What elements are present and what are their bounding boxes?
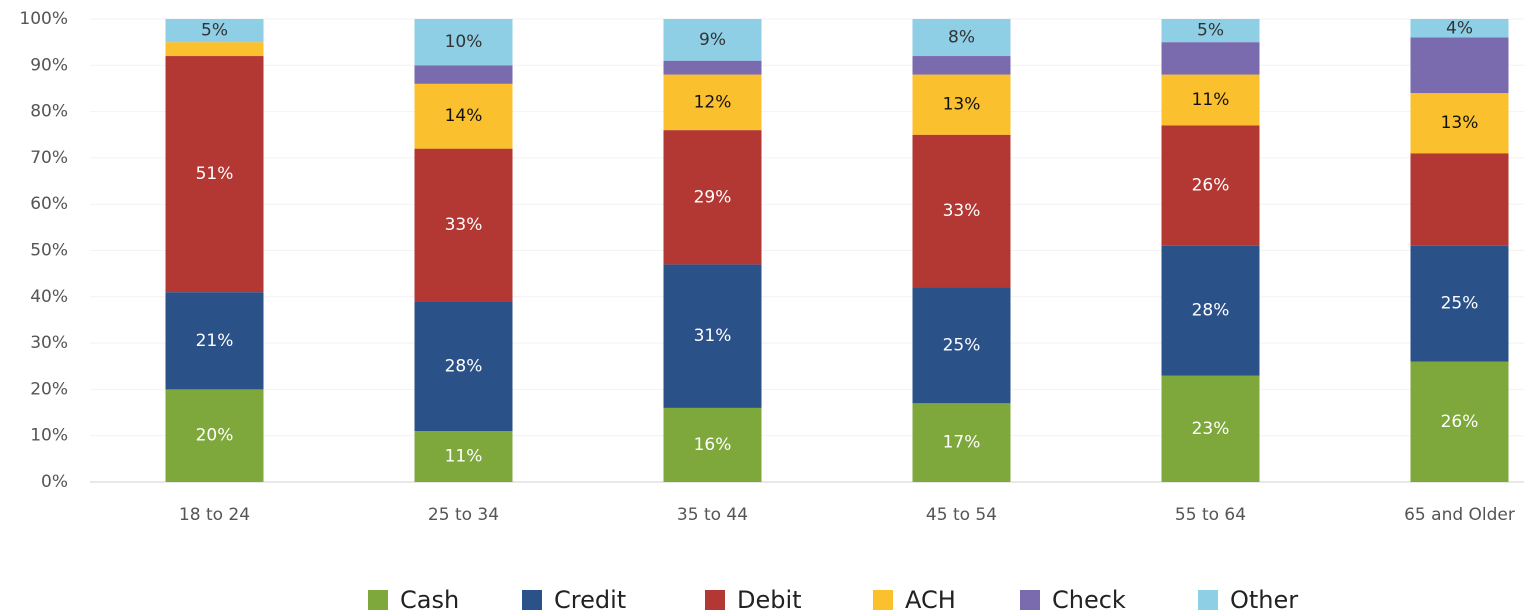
bar-segment xyxy=(912,134,1011,288)
x-tick-label: 35 to 44 xyxy=(677,505,748,525)
data-label: 14% xyxy=(445,106,483,126)
bar-segment xyxy=(165,19,264,43)
data-label: 29% xyxy=(694,187,732,207)
legend-label: Credit xyxy=(554,586,626,614)
bar-segment xyxy=(663,19,762,61)
bar-segment xyxy=(663,130,762,265)
bar-segment xyxy=(165,56,264,293)
data-label: 31% xyxy=(694,326,732,346)
data-label: 23% xyxy=(1192,419,1230,439)
bar-segment xyxy=(1161,125,1260,246)
legend-swatch xyxy=(1020,590,1040,610)
bar-segment xyxy=(1410,37,1509,94)
data-label: 10% xyxy=(445,32,483,52)
data-label: 17% xyxy=(943,433,981,453)
bar-segment xyxy=(912,403,1011,482)
y-tick-label: 0% xyxy=(41,472,68,492)
legend-swatch xyxy=(873,590,893,610)
bar-segment xyxy=(912,287,1011,404)
y-tick-label: 30% xyxy=(30,333,68,353)
x-tick-label: 55 to 64 xyxy=(1175,505,1246,525)
data-label: 11% xyxy=(1192,90,1230,110)
data-label: 21% xyxy=(196,331,234,351)
bar-segment xyxy=(912,56,1011,75)
bar-segment xyxy=(1161,375,1260,482)
bar-segment xyxy=(1410,245,1509,362)
bar-segment xyxy=(1410,93,1509,154)
data-label: 20% xyxy=(196,426,234,446)
data-label: 51% xyxy=(196,164,234,184)
bar-segment xyxy=(414,148,513,302)
data-label: 25% xyxy=(1441,294,1479,314)
data-label: 8% xyxy=(948,28,975,48)
bar-segment xyxy=(414,19,513,66)
data-label: 28% xyxy=(1192,301,1230,321)
legend-label: Check xyxy=(1052,586,1126,614)
y-tick-label: 40% xyxy=(30,287,68,307)
data-label: 11% xyxy=(445,447,483,467)
y-tick-label: 50% xyxy=(30,241,68,261)
data-label: 25% xyxy=(943,335,981,355)
bar-segment xyxy=(165,292,264,390)
legend-label: Debit xyxy=(737,586,802,614)
bar-segment xyxy=(663,60,762,75)
legend-label: Cash xyxy=(400,586,459,614)
bar-segment xyxy=(1161,245,1260,376)
bar-segment xyxy=(414,301,513,432)
bar-segment xyxy=(1161,42,1260,75)
data-label: 26% xyxy=(1441,412,1479,432)
bar-segment xyxy=(414,431,513,482)
x-tick-label: 25 to 34 xyxy=(428,505,499,525)
bar-segment xyxy=(1161,19,1260,43)
data-label: 5% xyxy=(1197,21,1224,41)
data-label: 5% xyxy=(201,21,228,41)
x-tick-label: 45 to 54 xyxy=(926,505,997,525)
bar-segment xyxy=(1410,361,1509,482)
y-tick-label: 20% xyxy=(30,379,68,399)
data-label: 13% xyxy=(943,95,981,115)
y-tick-label: 70% xyxy=(30,148,68,168)
legend-label: Other xyxy=(1230,586,1298,614)
x-tick-label: 18 to 24 xyxy=(179,505,250,525)
bar-segment xyxy=(663,264,762,408)
y-tick-label: 100% xyxy=(19,9,68,29)
legend-swatch xyxy=(522,590,542,610)
data-label: 13% xyxy=(1441,113,1479,133)
data-label: 16% xyxy=(694,435,732,455)
y-tick-label: 10% xyxy=(30,426,68,446)
bar-segment xyxy=(1410,153,1509,246)
data-label: 26% xyxy=(1192,176,1230,196)
bar-segment xyxy=(663,407,762,482)
legend-label: ACH xyxy=(905,586,956,614)
legend-swatch xyxy=(1198,590,1218,610)
data-label: 28% xyxy=(445,356,483,376)
bar-segment xyxy=(912,19,1011,57)
bar-segment xyxy=(414,65,513,84)
data-label: 4% xyxy=(1446,18,1473,38)
bar-segment xyxy=(912,74,1011,135)
x-tick-label: 65 and Older xyxy=(1404,505,1515,525)
data-label: 33% xyxy=(943,201,981,221)
bar-segment xyxy=(414,83,513,149)
bar-segment xyxy=(1410,19,1509,38)
data-label: 9% xyxy=(699,30,726,50)
y-tick-label: 80% xyxy=(30,102,68,122)
bar-segment xyxy=(1161,74,1260,126)
y-tick-label: 90% xyxy=(30,55,68,75)
bar-segment xyxy=(663,74,762,131)
data-label: 33% xyxy=(445,215,483,235)
bar-segment xyxy=(165,42,264,57)
data-label: 12% xyxy=(694,92,732,112)
legend-swatch xyxy=(705,590,725,610)
legend-swatch xyxy=(368,590,388,610)
y-tick-label: 60% xyxy=(30,194,68,214)
bar-segment xyxy=(165,389,264,482)
